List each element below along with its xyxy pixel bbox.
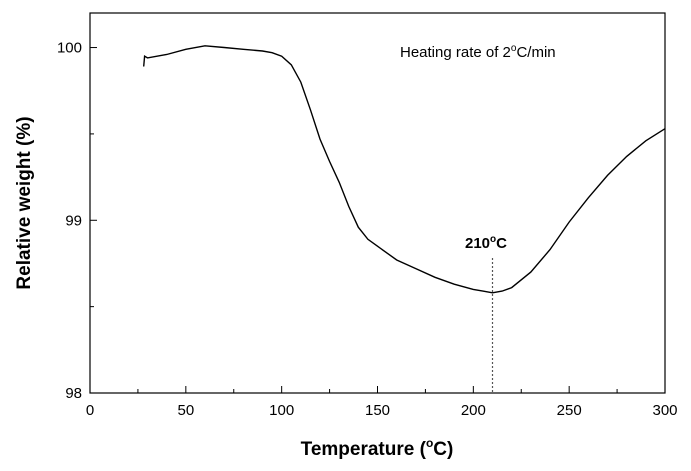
x-axis-label: Temperature (oC) — [301, 436, 454, 460]
x-tick-label: 300 — [652, 402, 677, 419]
x-tick-label: 100 — [269, 402, 294, 419]
heating-rate-annotation: Heating rate of 2oC/min — [400, 43, 556, 61]
series-line — [143, 45, 666, 294]
y-tick-label: 98 — [65, 385, 82, 402]
axis-ticks — [89, 47, 666, 394]
y-tick-label: 100 — [57, 40, 82, 57]
x-tick-label: 200 — [461, 402, 486, 419]
x-tick-label: 150 — [365, 402, 390, 419]
x-tick-label: 250 — [557, 402, 582, 419]
y-tick-label: 99 — [65, 212, 82, 229]
x-tick-label: 50 — [177, 402, 194, 419]
peak-temperature-label: 210oC — [465, 234, 507, 252]
tick-labels: 0 50 100 150 200 250 300 98 99 100 — [57, 40, 678, 419]
plot-frame — [89, 12, 666, 394]
x-tick-label: 0 — [86, 402, 94, 419]
y-axis-label: Relative weight (%) — [14, 116, 35, 289]
